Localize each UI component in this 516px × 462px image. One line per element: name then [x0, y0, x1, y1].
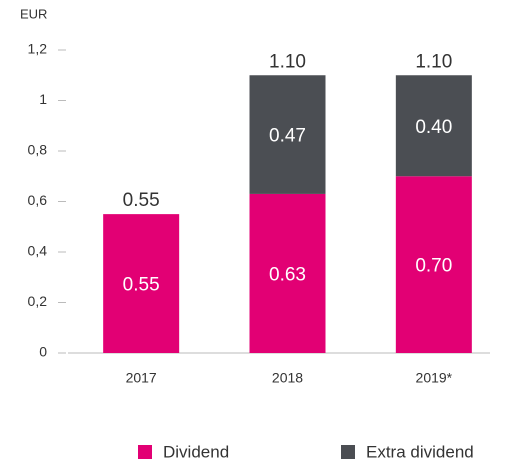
bar-segment — [395, 176, 472, 353]
bar-segment — [249, 75, 326, 194]
bar-segment — [103, 214, 180, 353]
value-label: 0.63 — [269, 264, 306, 285]
bar-segment — [249, 193, 326, 353]
y-tick-label: 1,2 — [28, 41, 48, 57]
y-tick-label: 0,6 — [28, 192, 48, 208]
legend-label: Dividend — [163, 442, 229, 461]
y-tick-label: 0,4 — [28, 243, 48, 259]
total-label: 1.10 — [269, 51, 306, 72]
y-tick-label: 0,2 — [28, 293, 48, 309]
legend-swatch — [341, 445, 355, 459]
total-label: 0.55 — [123, 190, 160, 211]
y-unit-label: EUR — [20, 6, 47, 21]
legend-label: Extra dividend — [366, 442, 474, 461]
bar-segment — [395, 75, 472, 177]
x-tick-label: 2019* — [416, 370, 453, 386]
legend-swatch — [138, 445, 152, 459]
value-label: 0.40 — [415, 117, 452, 138]
y-tick-label: 0,8 — [28, 142, 48, 158]
value-label: 0.55 — [123, 275, 160, 296]
x-tick-label: 2018 — [272, 370, 303, 386]
x-tick-label: 2017 — [126, 370, 157, 386]
value-label: 0.47 — [269, 126, 306, 147]
value-label: 0.70 — [415, 256, 452, 277]
y-tick-label: 1 — [39, 91, 47, 107]
total-label: 1.10 — [415, 51, 452, 72]
y-tick-label: 0 — [39, 344, 47, 360]
